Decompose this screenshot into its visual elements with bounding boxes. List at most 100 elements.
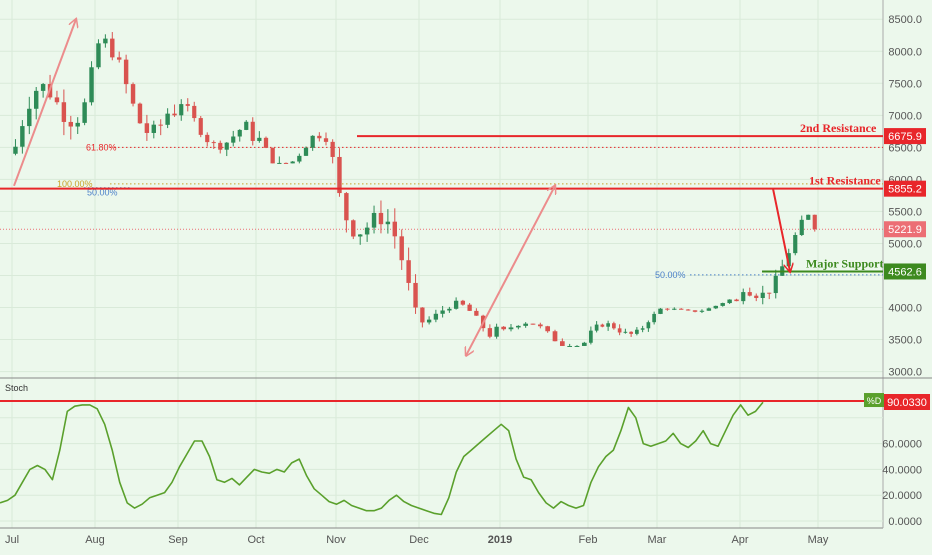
candle-body [198, 118, 203, 135]
candle-body [357, 234, 363, 237]
candle-body [612, 323, 616, 329]
candle-body [594, 324, 599, 331]
stoch-series-badge-text: %D [867, 396, 882, 406]
candle-body [297, 155, 302, 162]
fib-level-label: 61.80% [86, 142, 117, 152]
candle-body [420, 307, 425, 323]
candle-body [82, 102, 87, 123]
stoch-tick-label: 40.0000 [882, 464, 922, 476]
level-value-text: 6675.9 [888, 131, 922, 143]
candle-body [523, 323, 529, 326]
trend-arrow [772, 188, 790, 272]
level-value-badge [884, 128, 926, 145]
candle-body [392, 221, 398, 237]
candle-body [606, 323, 610, 327]
candle-body [337, 156, 342, 194]
candle-body [250, 121, 255, 141]
level-value-badge [884, 180, 926, 197]
level-name-label: 1st Resistance [809, 174, 881, 188]
candle-body [629, 331, 633, 334]
candle-body [706, 308, 712, 311]
stoch-title: Stoch [5, 383, 28, 393]
last-price-text: 5221.9 [888, 224, 922, 236]
candle-body [33, 90, 39, 109]
candle-body [310, 135, 315, 148]
fib-level-label: 50.00% [87, 188, 118, 198]
candle-body [685, 309, 691, 311]
candle-body [467, 304, 472, 311]
candle-body [640, 328, 645, 330]
candle-body [720, 303, 725, 306]
candle-body [257, 137, 262, 141]
candle-body [552, 331, 558, 342]
price-tick-label: 8000.0 [888, 46, 922, 58]
candle-body [747, 292, 752, 296]
price-tick-label: 5500.0 [888, 206, 922, 218]
candle-body [501, 326, 507, 330]
candle-body [27, 108, 32, 127]
candle-body [237, 129, 242, 137]
candle-body [116, 57, 122, 60]
candle-body [734, 299, 739, 302]
candle-body [460, 300, 466, 305]
candle-body [760, 292, 765, 299]
candle-body [283, 162, 289, 164]
candle-body [453, 300, 459, 309]
candle-body [165, 113, 170, 125]
fibonacci-levels: 61.80%100.00%50.00%50.00% [57, 142, 883, 280]
x-tick-label: Oct [247, 534, 264, 546]
candle-body [263, 137, 269, 148]
last-price-badge [884, 221, 926, 238]
candle-body [205, 134, 210, 143]
candle-body [344, 193, 349, 221]
stoch-value-badge [884, 394, 930, 410]
candle-body [581, 342, 587, 346]
stoch-d-line [0, 401, 764, 516]
candle-body [754, 295, 759, 299]
candle-body [447, 308, 452, 311]
candle-body [231, 136, 236, 143]
candle-body [158, 124, 163, 126]
price-tick-label: 7000.0 [888, 110, 922, 122]
candle-body [567, 345, 573, 347]
candle-body [137, 103, 143, 124]
price-tick-label: 5000.0 [888, 238, 922, 250]
candle-body [494, 326, 499, 337]
candle-body [487, 328, 493, 337]
candle-body [317, 135, 322, 139]
x-tick-label: Apr [731, 534, 748, 546]
candle-body [440, 310, 445, 314]
arrows [13, 19, 790, 355]
level-value-text: 5855.2 [888, 184, 922, 196]
candle-body [806, 214, 811, 220]
candle-body [123, 59, 129, 85]
candle-body [433, 313, 439, 320]
stoch-tick-label: 60.0000 [882, 439, 922, 451]
candle-body [378, 212, 384, 225]
x-tick-label: Mar [648, 534, 667, 546]
candle-body [351, 220, 356, 237]
candle-body [290, 161, 295, 164]
candle-body [185, 104, 190, 106]
candle-body [545, 326, 551, 332]
candle-body [665, 308, 670, 310]
candle-body [75, 122, 80, 127]
candle-body [767, 292, 772, 294]
candle-body [508, 327, 514, 330]
x-axis: Jul Aug Sep Oct Nov Dec 2019 Feb Mar Apr May [0, 0, 883, 546]
x-tick-label: Aug [85, 534, 105, 546]
price-tick-label: 3500.0 [888, 335, 922, 347]
candle-body [61, 102, 67, 122]
candle-body [68, 121, 74, 127]
price-tick-label: 8500.0 [888, 14, 922, 26]
candle-body [413, 282, 418, 308]
candle-body [172, 113, 177, 116]
candle-body [277, 162, 282, 164]
level-value-badge [884, 263, 926, 280]
candle-body [672, 308, 677, 310]
candle-body [741, 292, 746, 302]
stoch-tick-label: 0.0000 [888, 516, 922, 528]
candle-body [103, 38, 108, 44]
candle-body [110, 38, 115, 58]
